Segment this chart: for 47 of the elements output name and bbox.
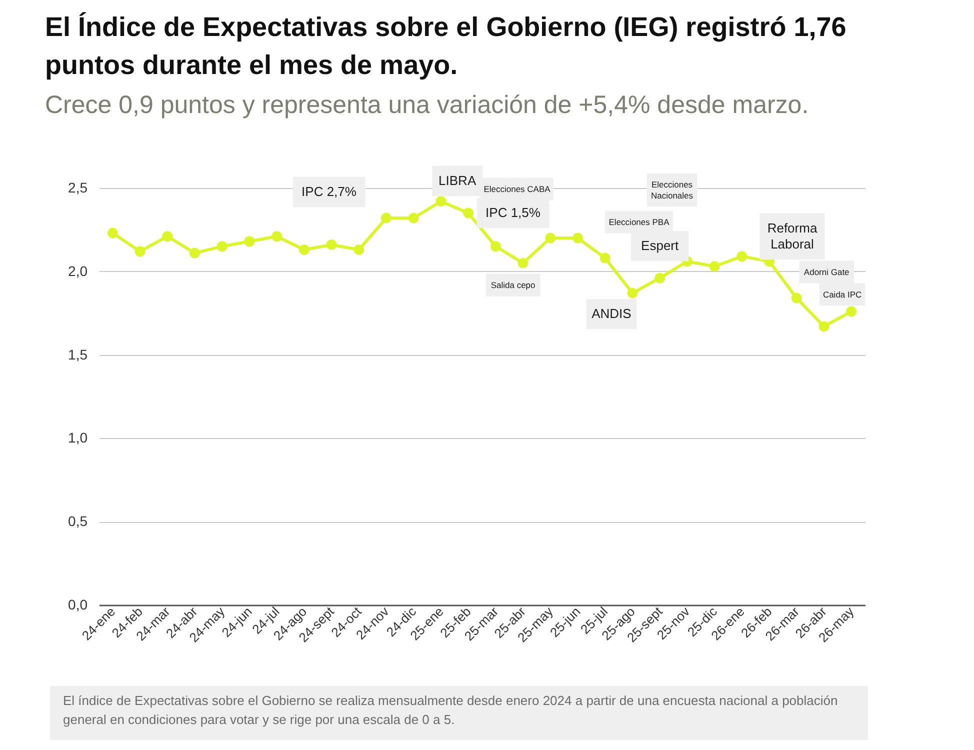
chart-subtitle: Crece 0,9 puntos y representa una variación de +5,4% desde marzo. — [45, 90, 809, 119]
point — [244, 236, 255, 247]
annotation: Caida IPC — [822, 289, 862, 300]
point — [216, 241, 228, 252]
annotation: Salida cepo — [490, 280, 536, 290]
annotation: IPC 1,5% — [486, 205, 541, 220]
annotation: IPC 2,7% — [302, 184, 357, 199]
point — [436, 196, 446, 207]
point — [298, 244, 310, 255]
point — [354, 244, 364, 255]
point — [381, 212, 392, 224]
y-tick-label: 2,5 — [68, 180, 88, 196]
point — [791, 292, 802, 304]
point — [736, 251, 748, 262]
point — [107, 228, 118, 238]
chart-title: El Índice de Expectativas sobre el Gobierno (IEG) registró 1,76 puntos durante el mes de mayo. — [45, 12, 846, 80]
y-tick-label: 0,0 — [68, 596, 88, 612]
annotation: Adorni Gate — [804, 267, 850, 278]
y-tick-label: 2,0 — [68, 262, 88, 279]
annotation: LIBRA — [438, 173, 476, 188]
point — [326, 239, 337, 250]
annotation: Elecciones CABA — [484, 184, 551, 194]
annotation: Elecciones PBA — [608, 217, 670, 227]
point — [134, 246, 146, 257]
text: El índice de Expectativas sobre el Gobierno se realiza mensualmente desde enero 2024 a partir de una encuesta nacional a población general en condiciones para votar y se rige por una escala de 0 a 5. — [63, 693, 838, 727]
point — [627, 288, 638, 298]
point — [490, 241, 501, 252]
annotation: Espert — [641, 238, 679, 254]
point — [600, 252, 610, 264]
point — [545, 232, 556, 244]
point — [846, 306, 857, 317]
annotation: Elecciones Nacionales — [650, 180, 694, 200]
point — [709, 261, 720, 272]
annotation: Reforma Laboral — [767, 220, 818, 252]
point — [162, 231, 173, 242]
y-tick-label: 1,0 — [68, 430, 88, 446]
point — [572, 232, 583, 244]
annotation: ANDIS — [592, 306, 632, 322]
point — [190, 248, 200, 258]
point — [272, 231, 282, 242]
y-tick-label: 1,5 — [68, 346, 88, 362]
point — [408, 212, 419, 224]
point — [818, 321, 830, 332]
point — [463, 208, 474, 218]
point — [654, 272, 666, 284]
point — [518, 258, 528, 268]
y-tick-label: 0,5 — [68, 513, 88, 530]
